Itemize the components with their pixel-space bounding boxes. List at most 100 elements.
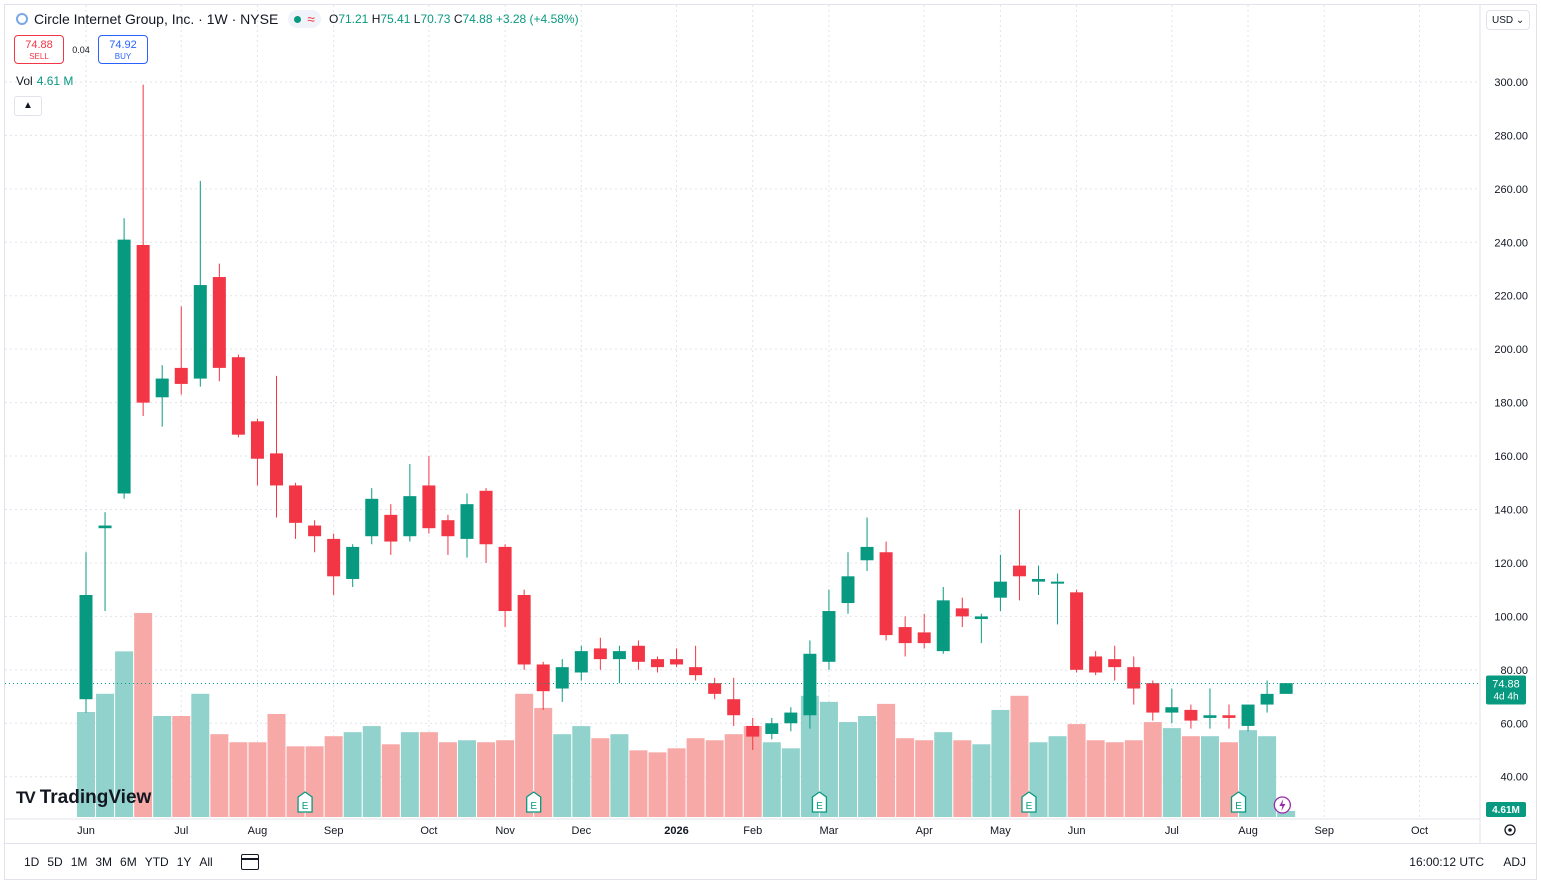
range-5d[interactable]: 5D (47, 855, 63, 869)
calendar-icon[interactable] (240, 854, 259, 870)
candle-body[interactable] (250, 421, 264, 459)
candle-body[interactable] (1051, 581, 1065, 584)
volume-bar (534, 707, 553, 817)
candle-body[interactable] (860, 546, 874, 561)
earnings-marker-label: E (530, 801, 537, 812)
candle-body[interactable] (1241, 704, 1255, 726)
candle-body[interactable] (555, 667, 569, 689)
candle-body[interactable] (612, 651, 626, 660)
candle-body[interactable] (727, 699, 741, 716)
range-3m[interactable]: 3M (95, 855, 113, 869)
candle-body[interactable] (898, 627, 912, 644)
volume-bar (705, 740, 724, 817)
candle-body[interactable] (403, 496, 417, 537)
candle-body[interactable] (460, 504, 474, 539)
adj-toggle[interactable]: ADJ (1503, 855, 1526, 869)
candle-body[interactable] (270, 453, 283, 486)
range-1d[interactable]: 1D (24, 855, 40, 869)
candle-body[interactable] (193, 285, 207, 379)
candle-body[interactable] (1127, 667, 1141, 689)
buy-button[interactable]: 74.92 BUY (98, 35, 148, 64)
candle-body[interactable] (384, 514, 398, 542)
high-value: 75.41 (380, 12, 411, 26)
earnings-marker[interactable] (297, 791, 313, 813)
candle-body[interactable] (746, 725, 760, 737)
collapse-chevron-up-icon[interactable]: ▲ (14, 96, 42, 116)
candle-body[interactable] (1279, 683, 1293, 694)
candle-body[interactable] (79, 595, 93, 700)
candle-body[interactable] (441, 520, 455, 537)
candle-body[interactable] (841, 576, 855, 604)
candle-body[interactable] (1032, 578, 1045, 582)
candle-body[interactable] (1108, 659, 1122, 668)
candle-body[interactable] (1012, 565, 1026, 577)
candle-body[interactable] (136, 244, 150, 403)
candle-body[interactable] (1222, 715, 1236, 718)
candle-body[interactable] (536, 664, 550, 692)
candle-body[interactable] (231, 357, 245, 435)
candle-body[interactable] (479, 490, 493, 545)
symbol-title[interactable]: Circle Internet Group, Inc. · 1W · NYSE (34, 11, 279, 27)
candle-body[interactable] (670, 659, 684, 665)
candle-body[interactable] (574, 651, 588, 673)
candle-body[interactable] (98, 525, 112, 529)
candle-body[interactable] (784, 712, 798, 724)
earnings-marker[interactable] (811, 791, 828, 813)
candle-body[interactable] (1070, 592, 1084, 670)
sell-button[interactable]: 74.88 SELL (14, 35, 64, 64)
candle-body[interactable] (936, 600, 950, 652)
candle-body[interactable] (498, 546, 512, 612)
settings-gear-icon[interactable] (1504, 824, 1516, 836)
candle-body[interactable] (917, 632, 931, 644)
volume-badge[interactable] (1486, 802, 1526, 817)
volume-bar (953, 740, 972, 817)
candle-body[interactable] (155, 378, 169, 398)
price-badge[interactable] (1486, 675, 1526, 705)
candle-body[interactable] (993, 581, 1007, 598)
earnings-marker[interactable] (1021, 791, 1037, 813)
candle-body[interactable] (1184, 709, 1198, 721)
candle-body[interactable] (708, 683, 722, 694)
y-tick-label: 140.00 (1494, 505, 1528, 517)
candle-body[interactable] (1203, 715, 1217, 718)
tradingview-logo[interactable]: TV TradingView (16, 787, 152, 808)
candle-body[interactable] (212, 277, 226, 368)
candle-body[interactable] (308, 525, 322, 537)
currency-select[interactable]: USD ⌄ (1486, 10, 1530, 30)
range-1y[interactable]: 1Y (176, 855, 192, 869)
candle-body[interactable] (1146, 683, 1160, 713)
candle-body[interactable] (346, 546, 360, 579)
range-6m[interactable]: 6M (120, 855, 137, 869)
candle-body[interactable] (174, 367, 188, 384)
candle-body[interactable] (1165, 707, 1179, 713)
candle-body[interactable] (517, 595, 531, 665)
volume-bar (210, 734, 229, 817)
candle-body[interactable] (289, 485, 303, 523)
candle-body[interactable] (974, 616, 988, 620)
candle-body[interactable] (1260, 693, 1274, 705)
candle-body[interactable] (879, 552, 893, 636)
market-status[interactable]: ≈ (288, 10, 321, 28)
candle-body[interactable] (365, 498, 379, 537)
range-1m[interactable]: 1M (70, 855, 88, 869)
utc-clock[interactable]: 16:00:12 UTC (1409, 855, 1484, 869)
volume-bar (610, 734, 629, 817)
candle-body[interactable] (689, 667, 703, 676)
candle-body[interactable] (822, 611, 836, 662)
candle-body[interactable] (327, 538, 341, 577)
candle-body[interactable] (1089, 656, 1103, 673)
candle-body[interactable] (651, 659, 664, 668)
candle-body[interactable] (117, 239, 131, 494)
candle-body[interactable] (422, 485, 436, 529)
range-ytd[interactable]: YTD (144, 855, 169, 869)
earnings-marker[interactable] (1230, 791, 1247, 813)
candle-body[interactable] (955, 608, 969, 617)
candle-body[interactable] (593, 648, 607, 660)
earnings-marker[interactable] (526, 791, 542, 813)
candle-body[interactable] (765, 723, 779, 734)
candle-body[interactable] (631, 645, 645, 662)
candle-body[interactable] (803, 653, 817, 716)
range-all[interactable]: All (199, 855, 213, 869)
x-tick-label: Apr (916, 825, 933, 837)
